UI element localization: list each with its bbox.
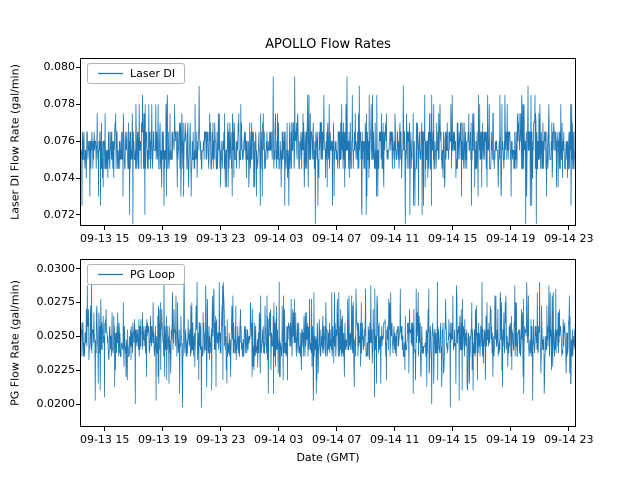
legend-line-sample-icon — [98, 273, 123, 276]
x-tick-label: 09-13 15 — [79, 433, 130, 446]
y-tick-mark — [76, 335, 80, 337]
y-tick-label: 0.074 — [43, 171, 76, 184]
legend-label-pg-loop: PG Loop — [130, 268, 176, 281]
y-tick-label: 0.0225 — [36, 363, 76, 377]
y-tick-mark — [76, 66, 80, 68]
x-tick-mark — [162, 427, 164, 431]
y-axis-label-pg: PG Flow Rate (gal/min) — [8, 280, 22, 406]
axes-laser-di — [80, 58, 576, 226]
x-tick-mark — [568, 427, 570, 431]
x-tick-label: 09-13 19 — [137, 433, 188, 446]
plot-area — [80, 259, 576, 427]
x-tick-mark — [104, 226, 106, 230]
chart-title: APOLLO Flow Rates — [265, 37, 391, 52]
y-tick-mark — [76, 301, 80, 303]
y-tick-mark — [76, 403, 80, 405]
y-tick-label: 0.0275 — [36, 295, 76, 309]
y-tick-label: 0.080 — [43, 60, 76, 74]
x-tick-mark — [452, 226, 454, 230]
x-axis-label: Date (GMT) — [296, 451, 360, 464]
x-tick-mark — [278, 427, 280, 431]
y-tick-mark — [76, 214, 80, 216]
x-tick-label: 09-13 23 — [195, 433, 246, 446]
x-tick-mark — [394, 427, 396, 431]
x-tick-mark — [394, 226, 396, 230]
x-tick-label: 09-14 03 — [253, 232, 304, 245]
x-tick-label: 09-14 03 — [253, 433, 304, 446]
x-tick-mark — [510, 427, 512, 431]
plot-area — [80, 58, 576, 226]
y-tick-label: 0.0300 — [36, 261, 76, 275]
x-tick-mark — [510, 226, 512, 230]
legend-label-laser-di: Laser DI — [130, 67, 176, 80]
y-tick-label: 0.0200 — [36, 397, 76, 410]
x-tick-label: 09-14 19 — [485, 433, 536, 446]
y-tick-label: 0.076 — [43, 134, 76, 148]
legend-pg-loop: PG Loop — [87, 264, 186, 285]
x-tick-mark — [452, 427, 454, 431]
plot-line-pg-loop — [80, 278, 576, 408]
y-tick-mark — [76, 103, 80, 105]
y-tick-mark — [76, 268, 80, 269]
x-tick-mark — [278, 226, 280, 230]
x-tick-mark — [162, 226, 164, 230]
plot-line-laser-di — [80, 76, 576, 225]
y-tick-label: 0.0250 — [36, 329, 76, 343]
x-tick-label: 09-14 11 — [369, 232, 420, 245]
x-tick-label: 09-14 11 — [369, 433, 420, 446]
x-tick-mark — [568, 226, 570, 230]
x-tick-label: 09-14 07 — [311, 232, 362, 245]
x-tick-mark — [336, 427, 338, 431]
legend-line-sample-icon — [98, 72, 123, 75]
x-tick-label: 09-14 07 — [311, 433, 362, 446]
x-tick-label: 09-14 19 — [485, 232, 536, 245]
x-tick-label: 09-14 15 — [427, 433, 478, 446]
axes-pg-loop — [80, 259, 576, 427]
y-tick-mark — [76, 177, 80, 179]
y-tick-label: 0.072 — [43, 207, 76, 221]
legend-laser-di: Laser DI — [87, 63, 186, 84]
axes-spines — [80, 58, 576, 226]
x-tick-label: 09-13 15 — [79, 232, 130, 245]
x-tick-label: 09-14 23 — [544, 232, 594, 245]
x-tick-label: 09-13 23 — [195, 232, 246, 245]
axes-spines — [80, 259, 576, 427]
x-tick-label: 09-14 15 — [427, 232, 478, 245]
y-axis-label-laser-di: Laser DI Flow Rate (gal/min) — [8, 64, 22, 220]
y-tick-label: 0.078 — [43, 97, 76, 111]
x-tick-mark — [220, 427, 222, 431]
y-tick-mark — [76, 369, 80, 371]
x-tick-mark — [104, 427, 106, 431]
x-tick-mark — [220, 226, 222, 230]
x-tick-label: 09-13 19 — [137, 232, 188, 245]
y-tick-mark — [76, 140, 80, 142]
x-tick-label: 09-14 23 — [544, 433, 594, 446]
x-tick-mark — [336, 226, 338, 230]
